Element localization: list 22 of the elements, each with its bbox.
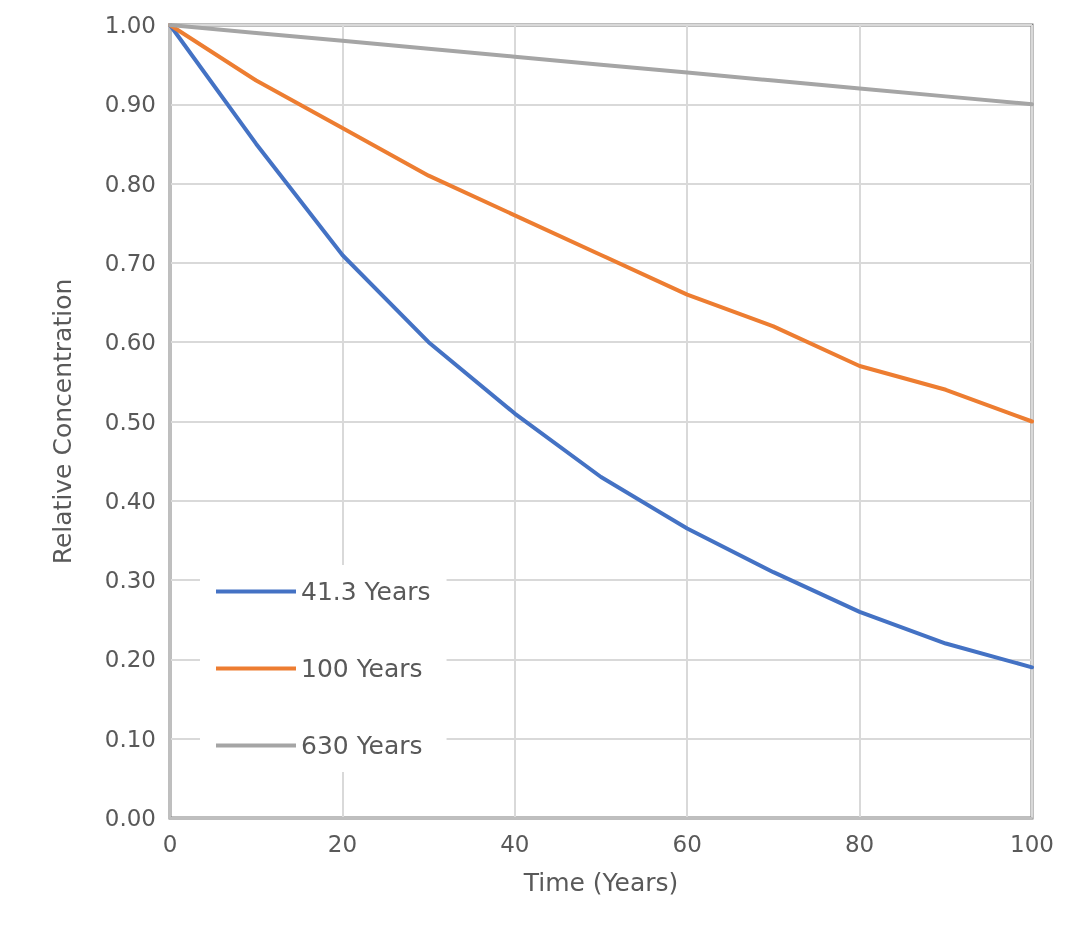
y-tick-label: 0.30 [104,567,156,594]
y-tick-label: 0.90 [104,91,156,118]
x-tick-label: 100 [1010,830,1054,857]
y-tick-label: 0.20 [104,646,156,673]
x-axis-title: Time (Years) [522,868,679,897]
legend-label: 630 Years [301,731,423,760]
y-tick-label: 0.10 [104,725,156,752]
x-tick-label: 0 [162,830,178,857]
legend-label: 100 Years [301,654,423,683]
x-tick-label: 20 [327,830,358,857]
y-tick-label: 1.00 [104,12,156,38]
y-tick-label: 0.00 [104,805,156,831]
x-tick-label: 80 [844,830,875,857]
legend-label: 41.3 Years [301,577,431,606]
y-axis-title: Relative Concentration [48,278,77,565]
x-tick-label: 60 [672,830,702,857]
y-tick-label: 0.80 [104,170,156,197]
y-tick-label: 0.40 [104,487,156,514]
x-tick-label: 40 [500,830,530,857]
y-tick-label: 0.50 [104,408,156,435]
y-tick-label: 0.70 [104,249,156,276]
y-tick-label: 0.60 [104,329,156,356]
